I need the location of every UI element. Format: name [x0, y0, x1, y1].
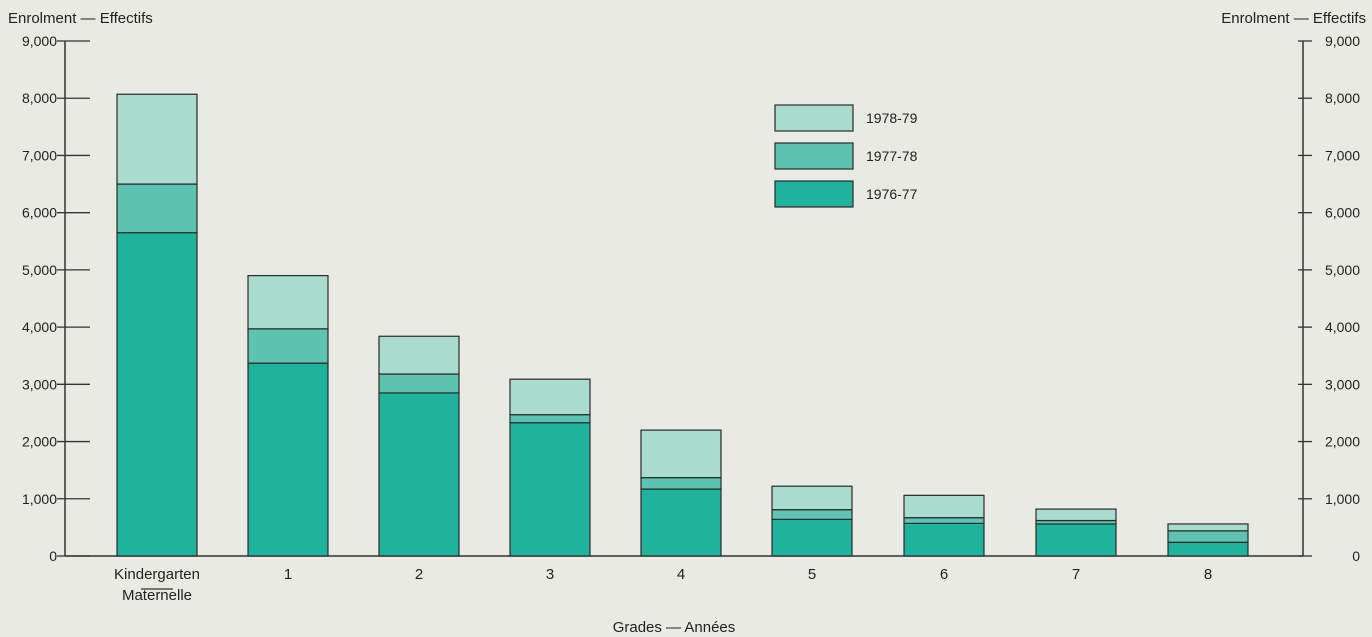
right-y-tick-label: 7,000: [1325, 147, 1360, 163]
left-y-tick-label: 9,000: [22, 33, 57, 49]
x-tick-label: Kindergarten: [114, 566, 200, 583]
legend-swatch: [774, 180, 854, 208]
legend: 1978-79 1977-78 1976-77: [774, 104, 918, 208]
bar-segment: [640, 477, 722, 490]
right-y-axis-title: Enrolment — Effectifs: [1221, 10, 1366, 27]
bar-segment: [116, 93, 198, 185]
bar-segment: [1035, 523, 1117, 557]
x-tick-label: 6: [940, 566, 948, 583]
x-tick-label: 5: [808, 566, 816, 583]
legend-swatch: [774, 104, 854, 132]
bar-segment: [640, 488, 722, 557]
bar-segment: [903, 494, 985, 519]
x-tick-label: 4: [677, 566, 685, 583]
right-y-axis: 0 1,000 2,000 3,000 4,000 5,000 6,000 7,000 8,00…: [1298, 33, 1360, 564]
left-y-tick-label: 2,000: [22, 434, 57, 450]
bar-segment: [116, 232, 198, 557]
x-tick-label: 8: [1204, 566, 1212, 583]
right-y-tick-label: 4,000: [1325, 319, 1360, 335]
bar-segment: [903, 517, 985, 524]
left-y-tick-label: 1,000: [22, 491, 57, 507]
bar-segment: [247, 275, 329, 330]
left-y-tick-label: 4,000: [22, 319, 57, 335]
left-y-tick-label: 8,000: [22, 90, 57, 106]
right-y-tick-label: 9,000: [1325, 33, 1360, 49]
bar-segment: [247, 328, 329, 364]
right-y-tick-label: 2,000: [1325, 434, 1360, 450]
bars-group: [116, 93, 1249, 557]
bar-segment: [771, 509, 853, 520]
left-y-tick-label: 0: [49, 548, 57, 564]
bar-segment: [1167, 530, 1249, 543]
x-tick-label: 7: [1072, 566, 1080, 583]
left-y-tick-label: 5,000: [22, 262, 57, 278]
x-tick-labels: Kindergarten Maternelle 1 2 3 4 5 6 7 8: [114, 566, 1212, 604]
legend-label: 1976-77: [866, 186, 918, 202]
x-tick-label: 1: [284, 566, 292, 583]
right-y-tick-label: 5,000: [1325, 262, 1360, 278]
bar-segment: [1035, 508, 1117, 522]
legend-label: 1977-78: [866, 148, 918, 164]
x-axis-title: Grades — Années: [613, 619, 736, 636]
bar-segment: [247, 362, 329, 557]
right-y-tick-label: 6,000: [1325, 205, 1360, 221]
legend-swatch: [774, 142, 854, 170]
x-tick-label: 3: [546, 566, 554, 583]
right-y-tick-label: 3,000: [1325, 376, 1360, 392]
bar-segment: [771, 518, 853, 557]
bar-segment: [378, 335, 460, 375]
x-tick-label: 2: [415, 566, 423, 583]
right-y-tick-label: 0: [1352, 548, 1360, 564]
right-y-tick-label: 1,000: [1325, 491, 1360, 507]
bar-segment: [1167, 523, 1249, 532]
right-y-tick-label: 8,000: [1325, 90, 1360, 106]
left-y-tick-label: 3,000: [22, 376, 57, 392]
left-y-axis-title: Enrolment — Effectifs: [8, 10, 153, 27]
bar-segment: [771, 485, 853, 511]
bar-segment: [378, 373, 460, 394]
bar-segment: [509, 378, 591, 416]
bar-segment: [1167, 541, 1249, 557]
left-y-tick-label: 7,000: [22, 147, 57, 163]
bar-segment: [378, 392, 460, 557]
legend-label: 1978-79: [866, 110, 918, 126]
bar-segment: [640, 429, 722, 479]
bar-segment: [509, 422, 591, 557]
bar-segment: [116, 183, 198, 234]
bar-segment: [903, 522, 985, 557]
x-tick-label: Maternelle: [122, 587, 192, 604]
bar-segment: [509, 414, 591, 424]
left-y-tick-label: 6,000: [22, 205, 57, 221]
